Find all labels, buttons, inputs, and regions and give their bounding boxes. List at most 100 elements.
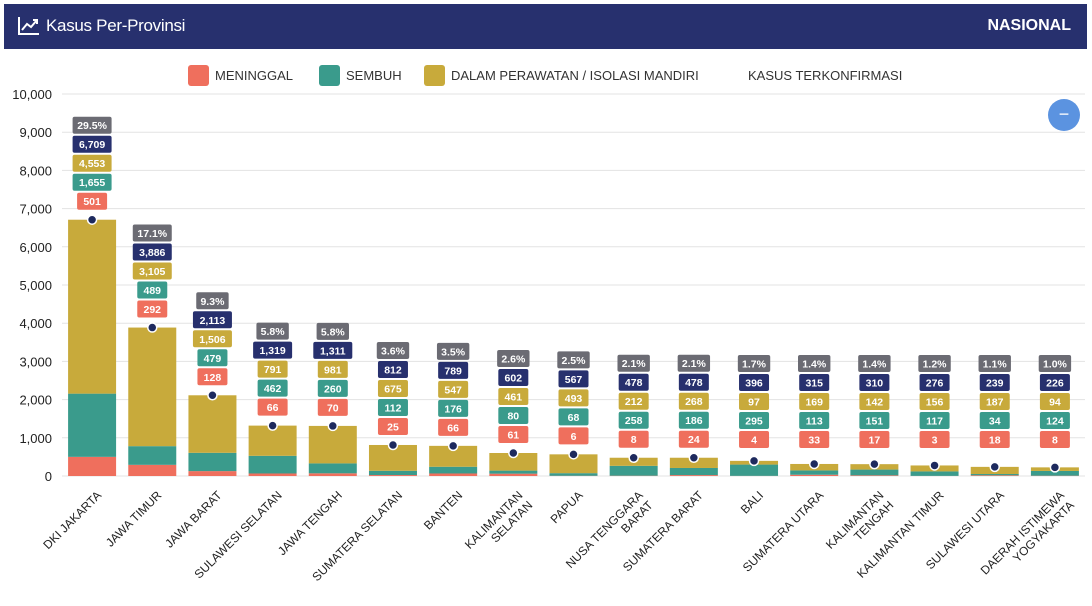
chart-title: Kasus Per-Provinsi (46, 16, 186, 35)
legend-item-terkonfirmasi[interactable]: KASUS TERKONFIRMASI (748, 64, 902, 86)
x-tick-label: BANTEN (421, 488, 465, 532)
label-percent-box (858, 355, 891, 372)
label-terkonfirmasi-box (192, 311, 232, 329)
x-tick-label-group: JAWA TIMUR (103, 488, 165, 550)
label-perawatan: 791 (264, 364, 282, 376)
legend-item-meninggal[interactable]: MENINGGAL (188, 64, 293, 86)
x-tick-label: PAPUA (548, 488, 586, 526)
bar-perawatan (489, 453, 538, 471)
label-terkonfirmasi: 1,311 (320, 345, 346, 357)
label-percent: 17.1% (137, 228, 167, 240)
label-meninggal-box (257, 398, 288, 416)
label-perawatan-box (678, 392, 709, 410)
label-sembuh-box (558, 408, 589, 426)
label-meninggal: 6 (571, 431, 577, 443)
label-sembuh: 80 (507, 411, 519, 423)
label-perawatan-box (859, 393, 890, 410)
label-meninggal: 61 (507, 430, 519, 442)
label-meninggal-box (919, 431, 950, 448)
bar-meninggal (368, 475, 417, 476)
confirmed-point (387, 439, 399, 451)
label-meninggal: 128 (204, 372, 222, 384)
label-perawatan-box (438, 380, 469, 398)
legend-swatch-meninggal (188, 64, 209, 86)
label-terkonfirmasi: 478 (625, 377, 643, 389)
label-terkonfirmasi: 602 (505, 373, 523, 385)
bar-sembuh (188, 452, 237, 472)
bar-meninggal (128, 464, 177, 476)
bar-meninggal (790, 474, 839, 476)
y-tick-label: 0 (45, 469, 52, 484)
label-percent: 1.7% (742, 359, 767, 371)
label-percent-box (256, 322, 289, 340)
label-perawatan-box (618, 392, 649, 410)
label-meninggal: 3 (932, 435, 938, 447)
label-percent-box (72, 116, 112, 134)
label-sembuh-box (377, 398, 408, 416)
label-percent-box (557, 351, 590, 369)
legend-item-sembuh[interactable]: SEMBUH (319, 64, 402, 86)
label-sembuh: 295 (745, 416, 763, 428)
y-tick-label: 1,000 (19, 431, 52, 446)
label-meninggal-box (799, 431, 830, 448)
label-percent: 9.3% (200, 296, 225, 308)
label-terkonfirmasi: 478 (685, 377, 703, 389)
y-tick-label: 8,000 (19, 163, 52, 178)
label-terkonfirmasi-box (678, 373, 709, 391)
bar-meninggal (429, 473, 478, 476)
label-sembuh-box (618, 411, 649, 429)
label-sembuh: 186 (685, 415, 703, 427)
bar-sembuh (1030, 470, 1079, 476)
label-meninggal-box (859, 431, 890, 448)
y-tick-label: 10,000 (12, 87, 52, 102)
label-meninggal-box (317, 398, 348, 416)
label-perawatan-box (498, 388, 529, 406)
label-meninggal-box (618, 430, 649, 448)
label-meninggal-box (197, 368, 228, 386)
confirmed-point (929, 460, 940, 471)
bar-sembuh (549, 473, 598, 476)
label-percent: 3.6% (381, 345, 406, 357)
bar-perawatan (68, 219, 117, 394)
confirmed-point (628, 452, 639, 463)
label-percent-box (497, 350, 530, 368)
label-meninggal: 70 (327, 402, 339, 414)
label-percent-box (132, 224, 172, 242)
label-perawatan: 981 (324, 364, 342, 376)
label-percent: 5.8% (321, 326, 346, 338)
y-tick-label: 9,000 (19, 125, 52, 140)
label-sembuh: 260 (324, 383, 342, 395)
confirmed-point (989, 461, 1000, 473)
label-percent-box (737, 355, 771, 372)
bar-sembuh (970, 474, 1019, 476)
label-terkonfirmasi-box (739, 374, 770, 391)
label-terkonfirmasi: 567 (565, 374, 583, 386)
label-terkonfirmasi-box (919, 374, 950, 391)
y-tick-label: 3,000 (19, 354, 52, 369)
label-meninggal-box (558, 427, 589, 445)
confirmed-point (748, 455, 760, 467)
label-sembuh: 151 (866, 416, 884, 428)
label-percent-box (376, 341, 410, 359)
label-perawatan-box (979, 393, 1010, 410)
legend-item-perawatan[interactable]: DALAM PERAWATAN / ISOLASI MANDIRI (424, 64, 699, 86)
bar-perawatan (308, 425, 357, 464)
label-sembuh: 68 (568, 412, 580, 424)
label-perawatan: 268 (685, 396, 703, 408)
zoom-out-button[interactable]: − (1048, 99, 1080, 131)
region-label[interactable]: NASIONAL (987, 17, 1071, 34)
label-meninggal-box (77, 192, 108, 210)
label-perawatan: 1,506 (199, 334, 225, 346)
label-terkonfirmasi: 2,113 (200, 315, 226, 327)
bar-sembuh (730, 464, 779, 476)
label-meninggal-box (739, 431, 770, 448)
x-tick-label: JAWA BARAT (162, 488, 225, 551)
label-meninggal-box (498, 426, 529, 444)
label-sembuh-box (257, 379, 288, 397)
label-sembuh-box (317, 379, 348, 397)
label-sembuh: 34 (989, 416, 1001, 428)
label-terkonfirmasi: 276 (926, 378, 944, 390)
bar-meninggal (188, 471, 237, 476)
label-sembuh-box (438, 399, 469, 417)
